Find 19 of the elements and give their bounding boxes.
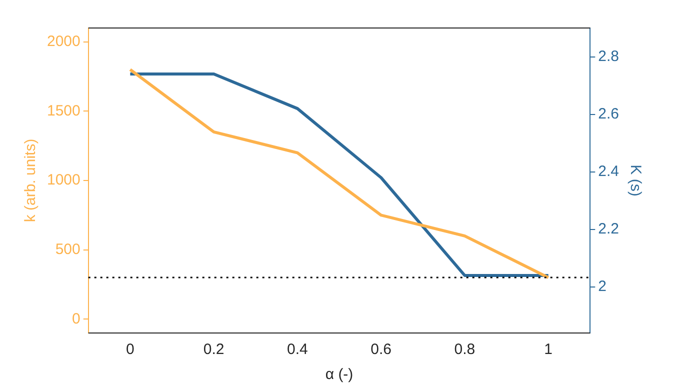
y-tick-label: 0 <box>72 310 80 328</box>
x-axis-title: α (-) <box>325 366 354 384</box>
y2-tick-label: 2.4 <box>598 163 620 180</box>
y2-axis-title: K (s) <box>626 164 644 196</box>
x-tick-label: 1 <box>544 341 553 358</box>
x-tick-label: 0.8 <box>454 341 476 358</box>
y-tick-label: 1000 <box>46 172 80 189</box>
y-axis-title: k (arb. units) <box>22 138 40 222</box>
y-tick-label: 1500 <box>46 102 80 120</box>
y2-tick-label: 2.2 <box>598 220 620 238</box>
y2-tick-label: 2 <box>598 278 606 296</box>
x-tick-label: 0.2 <box>203 341 224 358</box>
x-tick-label: 0.4 <box>287 341 308 358</box>
x-tick-label: 0 <box>126 341 134 358</box>
y-tick-label: 2000 <box>46 33 80 50</box>
y2-tick-label: 2.8 <box>598 48 620 65</box>
y-tick-label: 500 <box>55 240 80 258</box>
x-tick-label: 0.6 <box>370 341 392 358</box>
y2-tick-label: 2.6 <box>598 105 620 122</box>
